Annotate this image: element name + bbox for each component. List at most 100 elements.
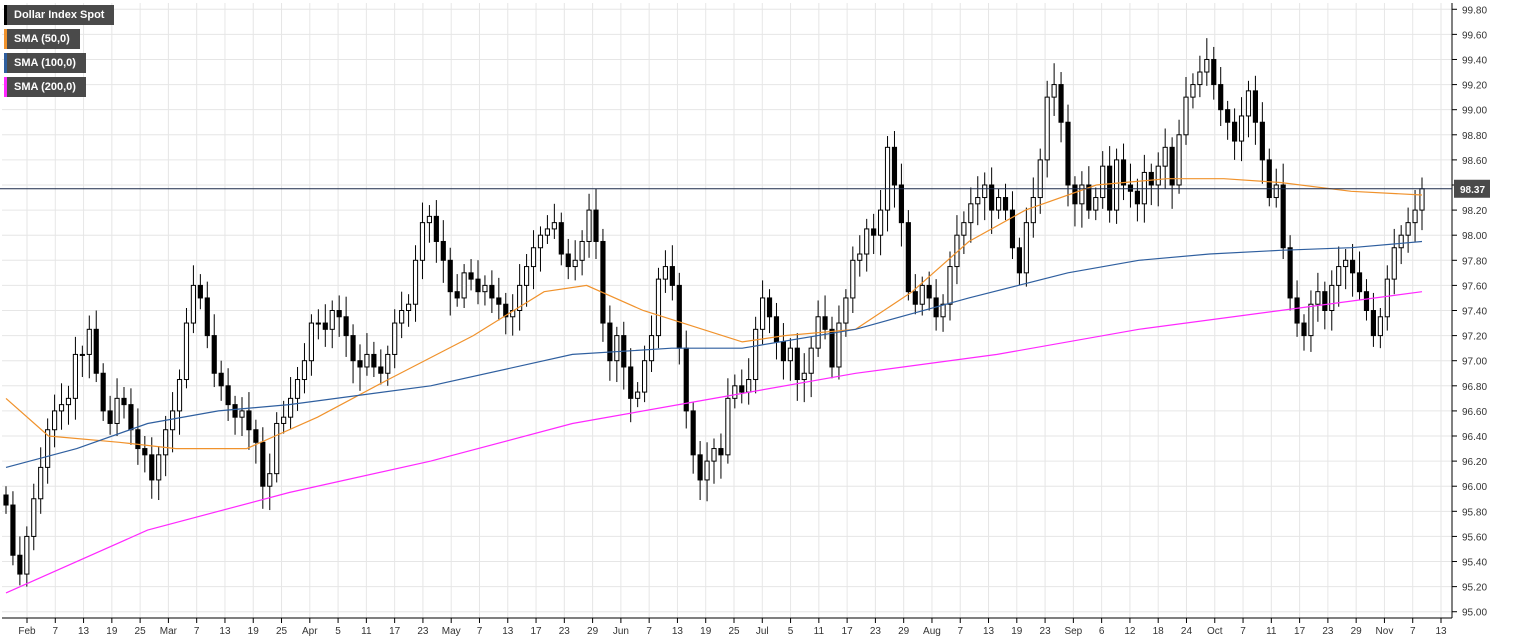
y-tick-label: 98.00 (1462, 231, 1487, 242)
y-tick-label: 97.00 (1462, 357, 1487, 368)
candle-body (1412, 209, 1418, 224)
candle-body (170, 410, 176, 431)
y-tick-label: 95.40 (1462, 558, 1487, 569)
chart-grid (2, 3, 1452, 618)
candle-body (614, 335, 620, 362)
candle-body (412, 259, 419, 305)
legend-item-sma50[interactable]: SMA (50,0) (4, 29, 80, 49)
y-tick-label: 95.00 (1462, 608, 1487, 619)
x-tick-label: 13 (1435, 626, 1447, 637)
candle-body (753, 328, 759, 381)
candle-body (1134, 190, 1140, 205)
x-tick-label: 17 (530, 626, 542, 637)
candle-body (1086, 184, 1092, 211)
candle-body (773, 316, 780, 343)
legend-label: SMA (50,0) (14, 33, 70, 45)
candle-body (1280, 184, 1286, 249)
candle-body (107, 410, 113, 424)
x-tick-label: 7 (1240, 626, 1246, 637)
candle-body (1051, 84, 1057, 98)
candle-body (558, 222, 564, 255)
candle-body (301, 360, 308, 381)
y-tick-label: 96.40 (1462, 432, 1487, 443)
candle-body (1162, 146, 1168, 167)
x-tick-label: Nov (1376, 626, 1394, 637)
candle-body (1273, 184, 1279, 199)
candle-body (725, 397, 731, 456)
x-tick-label: 13 (219, 626, 231, 637)
candle-body (794, 347, 800, 381)
candle-body (1301, 322, 1307, 337)
candle-body (1030, 197, 1036, 224)
legend-item-sma200[interactable]: SMA (200,0) (4, 77, 86, 97)
candle-body (156, 454, 162, 481)
candle-body (149, 454, 155, 481)
candle-body (1266, 159, 1272, 199)
candle-body (642, 360, 648, 393)
x-tick-label: 11 (814, 626, 825, 637)
candle-body (718, 448, 724, 456)
candle-body (1329, 284, 1335, 311)
candle-body (1072, 184, 1078, 205)
candle-body (1218, 84, 1224, 111)
x-tick-label: 17 (842, 626, 854, 637)
candle-body (350, 335, 356, 362)
x-tick-label: 18 (1153, 626, 1165, 637)
legend-label: SMA (200,0) (14, 81, 76, 93)
y-tick-label: 99.60 (1462, 30, 1487, 41)
y-tick-label: 98.60 (1462, 156, 1487, 167)
legend-item-price[interactable]: Dollar Index Spot (4, 5, 115, 25)
y-tick-label: 96.60 (1462, 407, 1487, 418)
candle-body (121, 397, 127, 406)
legend-item-sma100[interactable]: SMA (100,0) (4, 53, 86, 73)
y-tick-label: 97.20 (1462, 332, 1487, 343)
candle-body (1058, 84, 1064, 123)
candle-body (267, 473, 273, 487)
candle-body (732, 385, 738, 399)
x-tick-label: 19 (1011, 626, 1023, 637)
x-tick-label: 23 (870, 626, 882, 637)
x-tick-label: 25 (135, 626, 147, 637)
candle-body (975, 197, 981, 205)
x-tick-label: 5 (335, 626, 341, 637)
y-tick-label: 98.20 (1462, 206, 1487, 217)
candle-body (982, 184, 988, 199)
candle-body (371, 353, 377, 368)
candle-body (52, 410, 58, 431)
candle-body (31, 498, 37, 537)
candle-body (787, 347, 793, 362)
x-tick-label: 11 (1266, 626, 1277, 637)
candle-body (1315, 291, 1321, 305)
candle-body (780, 341, 786, 362)
candle-body (1211, 58, 1217, 86)
sma-line-500 (5, 178, 1423, 450)
candle-body (496, 297, 502, 305)
x-tick-label: 23 (417, 626, 429, 637)
x-tick-label: Jun (613, 626, 629, 637)
candle-body (288, 397, 294, 418)
legend-label: SMA (100,0) (14, 57, 76, 69)
x-tick-label: 17 (389, 626, 401, 637)
current-price-badge (1454, 179, 1490, 198)
candle-body (1120, 159, 1127, 186)
candle-body (1259, 121, 1265, 161)
y-tick-label: 97.80 (1462, 256, 1487, 267)
candle-body (600, 240, 606, 324)
candle-body (1343, 259, 1349, 268)
x-tick-label: 5 (788, 626, 794, 637)
candle-body (850, 259, 856, 299)
candle-body (281, 416, 287, 424)
legend-swatch (4, 53, 7, 73)
candle-body (905, 222, 911, 293)
candle-body (246, 410, 252, 431)
x-tick-label: 7 (957, 626, 963, 637)
x-tick-label: 29 (587, 626, 599, 637)
legend-swatch (4, 5, 7, 25)
y-tick-label: 95.80 (1462, 507, 1487, 518)
candle-body (399, 310, 405, 324)
candle-body (968, 203, 974, 224)
candle-body (607, 322, 613, 362)
candle-body (926, 284, 932, 299)
candle-body (579, 240, 585, 261)
x-tick-label: 13 (502, 626, 514, 637)
